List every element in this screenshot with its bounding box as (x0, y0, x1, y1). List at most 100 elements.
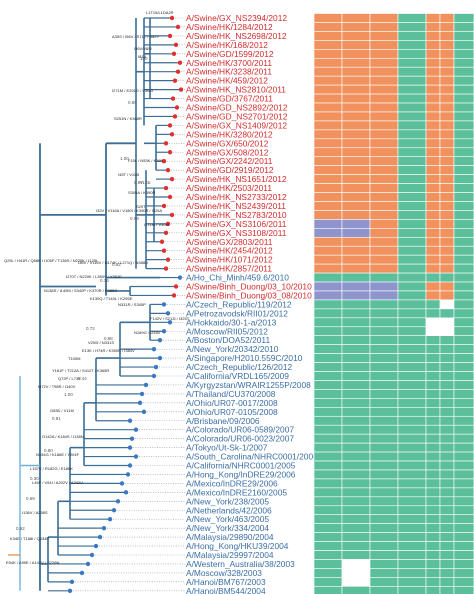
taxon-label: A/California/VRDL165/2009 (186, 371, 289, 381)
heatmap-cell (453, 442, 474, 453)
heatmap-cell (341, 272, 371, 283)
heatmap-cell (397, 586, 427, 594)
heatmap-cell (313, 13, 343, 23)
heatmap-cell (313, 559, 343, 569)
mutation-label: F15L / N53K / K390 (128, 158, 164, 163)
heatmap-cell (313, 389, 343, 399)
heatmap-cell (453, 353, 474, 363)
tip-marker (165, 311, 171, 316)
heatmap-cell (397, 156, 427, 166)
heatmap-cell (341, 31, 371, 41)
heatmap-cell (425, 415, 441, 426)
heatmap-cell (341, 156, 371, 166)
heatmap-cell (425, 129, 441, 140)
heatmap-cell (425, 22, 441, 32)
support-value: 1.00 (120, 156, 129, 161)
heatmap-cell (453, 532, 474, 542)
heatmap-cell (313, 219, 343, 229)
mutation-label: Q72P / L73Y (58, 376, 81, 381)
mutation-label: E13K / H74R / K350R / I384V (82, 348, 135, 353)
heatmap-cell (439, 174, 455, 184)
heatmap-cell (397, 326, 427, 337)
heatmap-cell (369, 183, 399, 193)
support-value: 1.00 (64, 392, 73, 397)
heatmap-cell (313, 577, 343, 587)
heatmap-cell (453, 147, 474, 158)
heatmap-cell (341, 559, 371, 569)
heatmap-cell (425, 317, 441, 328)
heatmap-cell (453, 245, 474, 256)
heatmap-cell (313, 460, 343, 471)
taxon-label: A/Swine/GX/650/2012 (186, 138, 269, 148)
taxon-label: A/Petrozavodsk/RII01/2012 (186, 308, 288, 318)
heatmap-cell (425, 57, 441, 68)
heatmap-cell (453, 433, 474, 444)
taxon-label: A/Swine/GD/2919/2012 (186, 165, 274, 175)
heatmap-cell (369, 192, 399, 202)
tip-marker (167, 150, 173, 155)
tip-marker (171, 293, 177, 298)
support-value: 0.99 (130, 216, 139, 221)
heatmap-cell (369, 290, 399, 301)
mutation-label: N154G / K186E / Y204F (36, 452, 80, 457)
heatmap-cell (341, 541, 371, 551)
heatmap-cell (341, 424, 371, 435)
heatmap-cell (439, 433, 455, 444)
heatmap-cell (397, 335, 427, 345)
heatmap-cell (341, 478, 371, 489)
heatmap-cell (439, 281, 455, 292)
heatmap-cell (439, 577, 455, 587)
heatmap-cell (369, 326, 399, 337)
heatmap-cell (369, 335, 399, 345)
heatmap-cell (439, 57, 455, 68)
heatmap-cell (341, 389, 371, 399)
heatmap-cell (369, 31, 399, 41)
heatmap-cell (313, 40, 343, 50)
heatmap-cell (439, 362, 455, 372)
heatmap-cell (425, 371, 441, 381)
heatmap-cell (397, 451, 427, 462)
heatmap-cell (369, 13, 399, 23)
heatmap-cell (313, 281, 343, 292)
heatmap-cell (439, 371, 455, 381)
heatmap-cell (397, 308, 427, 319)
heatmap-cell (341, 57, 371, 68)
heatmap-cell (453, 389, 474, 399)
heatmap-cell (397, 236, 427, 247)
tip-marker (178, 87, 184, 92)
heatmap-cell (439, 75, 455, 86)
heatmap-cell (439, 541, 455, 551)
heatmap-cell (425, 460, 441, 471)
heatmap-cell (425, 120, 441, 131)
heatmap-cell (439, 505, 455, 516)
heatmap-cell (313, 210, 343, 220)
heatmap-cell (341, 147, 371, 158)
heatmap-cell (439, 478, 455, 489)
heatmap-cell (439, 451, 455, 462)
tip-marker (167, 194, 173, 200)
mutation-label: K34E / T188I / Q334P (10, 536, 49, 541)
tree-tips (48, 15, 185, 593)
heatmap-cell (369, 380, 399, 390)
heatmap-cell (439, 353, 455, 363)
heatmap-cell (453, 236, 474, 247)
support-value: 100 (140, 56, 148, 61)
heatmap-cell (425, 263, 441, 274)
heatmap-cell (369, 389, 399, 399)
taxon-label: A/Czech_Republic/119/2012 (186, 299, 292, 309)
heatmap-cell (397, 93, 427, 104)
heatmap-cell (453, 505, 474, 516)
heatmap-cell (313, 335, 343, 345)
heatmap-cell (439, 532, 455, 542)
tip-marker (157, 338, 163, 343)
tip-marker (174, 105, 180, 110)
taxon-label: A/Kyrgyzstan/WRAIR1255P/2008 (186, 380, 311, 390)
heatmap-cell (369, 568, 399, 578)
heatmap-cell (369, 586, 399, 594)
heatmap-cell (313, 147, 343, 158)
taxon-label: A/Moscow/328/2003 (186, 568, 262, 578)
heatmap-cell (369, 138, 399, 149)
heatmap-cell (313, 586, 343, 594)
heatmap-cell (453, 84, 474, 95)
tip-marker (169, 176, 175, 182)
